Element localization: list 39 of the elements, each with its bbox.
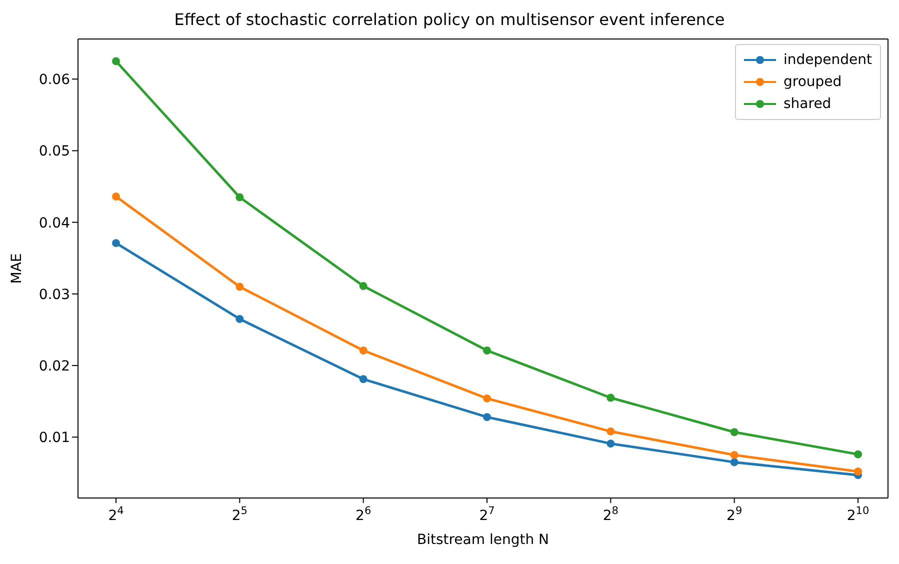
legend-label: grouped (784, 74, 842, 90)
point (730, 458, 738, 466)
point (483, 346, 491, 354)
point (606, 394, 615, 402)
y-tick-label: 0.04 (38, 215, 70, 232)
y-tick-label: 0.02 (38, 358, 70, 374)
y-tick-label: 0.01 (38, 430, 70, 446)
y-tick-label: 0.03 (38, 286, 70, 303)
point (606, 427, 615, 436)
x-tick-label: 2$^{4}$ (108, 505, 124, 524)
point (359, 346, 368, 354)
x-tick-label: 2$^{9}$ (726, 505, 742, 524)
x-tick-label: 2$^{5}$ (232, 505, 248, 524)
point (854, 450, 862, 458)
point (730, 428, 738, 436)
y-tick-label: 0.06 (38, 72, 70, 88)
x-tick-label: 2$^{8}$ (602, 505, 618, 524)
point (483, 394, 491, 402)
point (854, 468, 862, 476)
y-tick-label: 0.05 (38, 144, 70, 160)
point (359, 375, 368, 384)
point (359, 282, 368, 290)
point (112, 192, 120, 201)
x-tick-label: 2$^{7}$ (479, 505, 495, 524)
chart-title: Effect of stochastic correlation policy on multisensor event inference (173, 9, 726, 31)
y-axis-title: MAE (8, 253, 25, 284)
point (236, 314, 244, 323)
point (112, 57, 120, 66)
point (236, 193, 244, 202)
point (730, 451, 738, 460)
x-tick-label: 2$^{6}$ (356, 505, 372, 524)
point (483, 413, 491, 422)
x-axis-title: Bitstream length N (416, 532, 550, 548)
point (606, 440, 615, 448)
legend-label: independent (784, 52, 872, 68)
x-tick-label: 2$^{10}$ (846, 505, 870, 524)
point (112, 239, 120, 248)
point (236, 282, 244, 291)
legend-label: shared (784, 96, 832, 112)
